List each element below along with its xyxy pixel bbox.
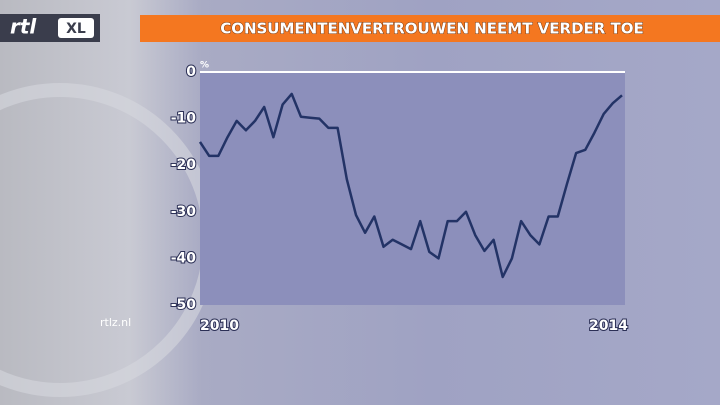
y-tick-label: -20: [171, 157, 197, 173]
y-tick-label: -10: [171, 111, 197, 127]
site-label: rtlz.nl: [100, 316, 131, 329]
x-tick-label: 2010: [200, 318, 239, 334]
title-bar: [140, 15, 720, 42]
plot-area: [200, 72, 625, 305]
logo-badge: XL: [66, 21, 86, 37]
y-tick-label: -50: [171, 297, 197, 313]
y-tick-label: -30: [171, 204, 197, 220]
y-tick-label: 0: [186, 64, 196, 80]
x-tick-label: 2014: [589, 318, 628, 334]
data-line: [198, 92, 623, 279]
coin-decoration: [0, 83, 217, 397]
chart-title: CONSUMENTENVERTROUWEN NEEMT VERDER TOE: [220, 20, 644, 38]
logo-badge-box: [58, 18, 94, 38]
y-tick-label: -40: [171, 250, 197, 266]
logo: rtl: [10, 15, 37, 39]
y-unit: %: [200, 61, 209, 71]
